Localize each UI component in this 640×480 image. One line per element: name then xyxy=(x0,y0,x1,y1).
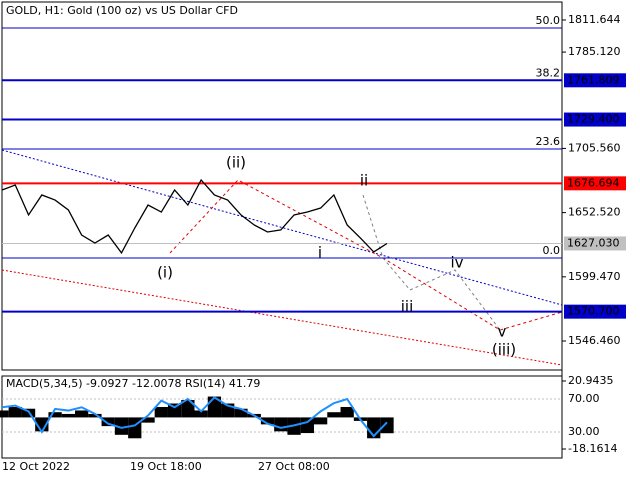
macd-bar xyxy=(88,413,102,418)
macd-bar xyxy=(114,417,129,435)
macd-bar xyxy=(61,413,76,418)
trend-line xyxy=(1,269,563,366)
macd-bar xyxy=(0,410,9,418)
wave-label: iv xyxy=(450,254,463,272)
level-label: 1627.030 xyxy=(567,236,620,249)
wave-label: (ii) xyxy=(226,154,246,172)
macd-bar xyxy=(128,417,142,439)
level-label: 1570.700 xyxy=(567,305,620,318)
price-line xyxy=(1,178,388,255)
level-tag xyxy=(564,236,626,251)
level-tag xyxy=(564,73,626,88)
y-tick-label: 1785.120 xyxy=(568,45,621,58)
macd-bar xyxy=(141,417,155,423)
macd-bar xyxy=(313,417,328,425)
macd-bar xyxy=(327,412,341,418)
trend-line xyxy=(1,149,563,306)
rsi-line xyxy=(1,396,388,438)
fib-label: 50.0 xyxy=(536,14,561,27)
y-tick-label: -18.1614 xyxy=(568,442,617,455)
macd-bar xyxy=(48,412,62,418)
macd-bar xyxy=(300,417,314,434)
x-tick-label: 27 Oct 08:00 xyxy=(258,460,330,473)
wave-label: (iii) xyxy=(492,341,516,359)
fib-label: 38.2 xyxy=(536,66,561,79)
macd-bar xyxy=(75,410,89,418)
fib-label: 0.0 xyxy=(543,244,561,257)
macd-bar xyxy=(167,403,182,418)
wave-label: iii xyxy=(401,298,414,316)
macd-bar xyxy=(340,406,354,418)
y-tick-label: 1652.520 xyxy=(568,206,621,219)
indicator-title: MACD(5,34,5) -9.0927 -12.0078 RSI(14) 41… xyxy=(6,377,260,390)
y-tick-label: 1546.460 xyxy=(568,334,621,347)
macd-bar xyxy=(234,408,248,418)
macd-bar xyxy=(194,410,208,418)
macd-bar xyxy=(154,406,168,418)
wave-label: i xyxy=(318,244,322,262)
wave-label: v xyxy=(498,323,507,341)
level-tag xyxy=(564,304,626,319)
macd-bar xyxy=(101,417,115,427)
macd-bar xyxy=(260,417,275,425)
macd-bar xyxy=(274,417,288,432)
fib-label: 23.6 xyxy=(536,135,561,148)
x-tick-label: 12 Oct 2022 xyxy=(2,460,70,473)
level-tag xyxy=(564,112,626,127)
chart-title: GOLD, H1: Gold (100 oz) vs US Dollar CFD xyxy=(6,4,238,17)
price-panel xyxy=(1,1,563,371)
y-tick-label: 1705.560 xyxy=(568,141,621,154)
y-tick-label: 70.00 xyxy=(568,392,600,405)
level-label: 1729.400 xyxy=(567,113,620,126)
macd-bar xyxy=(8,406,22,418)
x-tick-label: 19 Oct 18:00 xyxy=(130,460,202,473)
wave-path xyxy=(362,194,501,331)
y-tick-label: 1599.470 xyxy=(568,270,621,283)
wave-label: ii xyxy=(360,172,368,190)
y-tick-label: 20.9435 xyxy=(568,374,614,387)
macd-bar xyxy=(181,400,195,418)
wave-label: (i) xyxy=(157,264,173,282)
level-label: 1676.694 xyxy=(567,176,620,189)
level-label: 1761.809 xyxy=(567,73,620,86)
level-tag xyxy=(564,176,626,191)
macd-bar xyxy=(380,417,394,434)
y-tick-label: 30.00 xyxy=(568,425,600,438)
y-tick-label: 1811.644 xyxy=(568,13,621,26)
